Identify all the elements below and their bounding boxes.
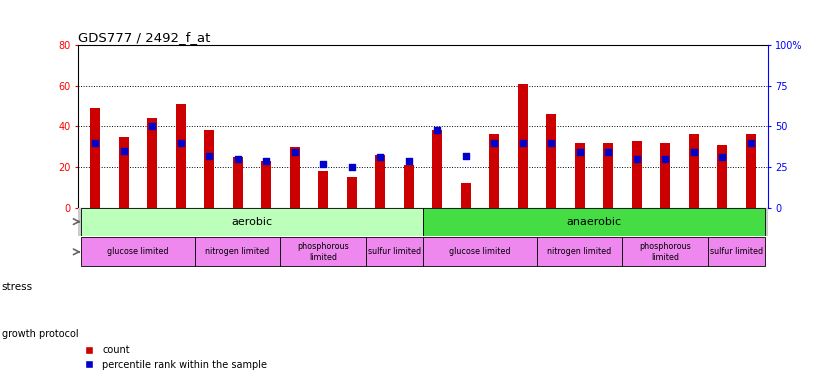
Bar bbox=[517, 84, 528, 208]
Bar bbox=[346, 177, 356, 208]
Text: phosphorous
limited: phosphorous limited bbox=[640, 242, 691, 261]
Text: stress: stress bbox=[2, 282, 33, 292]
Bar bbox=[622, 237, 708, 267]
Point bbox=[259, 158, 273, 164]
Legend: count, percentile rank within the sample: count, percentile rank within the sample bbox=[83, 345, 268, 370]
Point bbox=[231, 156, 244, 162]
Text: aerobic: aerobic bbox=[232, 217, 273, 226]
Bar bbox=[290, 147, 300, 208]
Bar bbox=[423, 237, 537, 267]
Point bbox=[317, 161, 330, 167]
Bar bbox=[90, 108, 100, 208]
Bar bbox=[375, 155, 385, 208]
Point bbox=[715, 154, 728, 160]
Point bbox=[374, 154, 387, 160]
Bar bbox=[660, 142, 670, 208]
Bar bbox=[280, 237, 366, 267]
Point bbox=[687, 149, 700, 155]
Bar bbox=[204, 130, 214, 208]
Point bbox=[117, 148, 131, 154]
Point bbox=[573, 149, 586, 155]
Text: glucose limited: glucose limited bbox=[449, 248, 511, 256]
Bar bbox=[232, 157, 242, 208]
Point bbox=[174, 140, 187, 146]
Bar bbox=[689, 135, 699, 208]
Point bbox=[345, 164, 358, 170]
Bar bbox=[195, 237, 280, 267]
Point bbox=[602, 149, 615, 155]
Text: glucose limited: glucose limited bbox=[107, 248, 168, 256]
Bar bbox=[461, 183, 470, 208]
Point bbox=[402, 158, 415, 164]
Point bbox=[459, 153, 472, 159]
Point bbox=[658, 156, 672, 162]
Text: nitrogen limited: nitrogen limited bbox=[548, 248, 612, 256]
Bar bbox=[261, 161, 271, 208]
Bar bbox=[575, 142, 585, 208]
Bar bbox=[537, 237, 622, 267]
Bar bbox=[366, 237, 423, 267]
Point bbox=[630, 156, 643, 162]
Bar bbox=[717, 145, 727, 208]
Bar bbox=[432, 130, 442, 208]
Bar bbox=[80, 208, 423, 236]
Point bbox=[430, 127, 443, 133]
Bar bbox=[118, 136, 129, 208]
Bar bbox=[546, 114, 556, 208]
Text: anaerobic: anaerobic bbox=[566, 217, 621, 226]
Bar bbox=[318, 171, 328, 208]
Bar bbox=[176, 104, 186, 208]
Bar bbox=[708, 237, 765, 267]
Bar bbox=[489, 135, 499, 208]
Point bbox=[488, 140, 501, 146]
Point bbox=[744, 140, 757, 146]
Point bbox=[288, 149, 301, 155]
Text: sulfur limited: sulfur limited bbox=[368, 248, 421, 256]
Point bbox=[89, 140, 102, 146]
Text: phosphorous
limited: phosphorous limited bbox=[297, 242, 349, 261]
Bar bbox=[631, 141, 641, 208]
Bar bbox=[80, 237, 195, 267]
Point bbox=[145, 123, 158, 129]
Bar bbox=[603, 142, 613, 208]
Point bbox=[516, 140, 529, 146]
Bar bbox=[745, 135, 755, 208]
Bar bbox=[423, 208, 765, 236]
Bar bbox=[147, 118, 157, 208]
Point bbox=[203, 153, 216, 159]
Text: growth protocol: growth protocol bbox=[2, 329, 78, 339]
Text: GDS777 / 2492_f_at: GDS777 / 2492_f_at bbox=[78, 31, 210, 44]
Point bbox=[544, 140, 557, 146]
Text: sulfur limited: sulfur limited bbox=[709, 248, 763, 256]
Text: nitrogen limited: nitrogen limited bbox=[205, 248, 270, 256]
Bar bbox=[404, 165, 414, 208]
